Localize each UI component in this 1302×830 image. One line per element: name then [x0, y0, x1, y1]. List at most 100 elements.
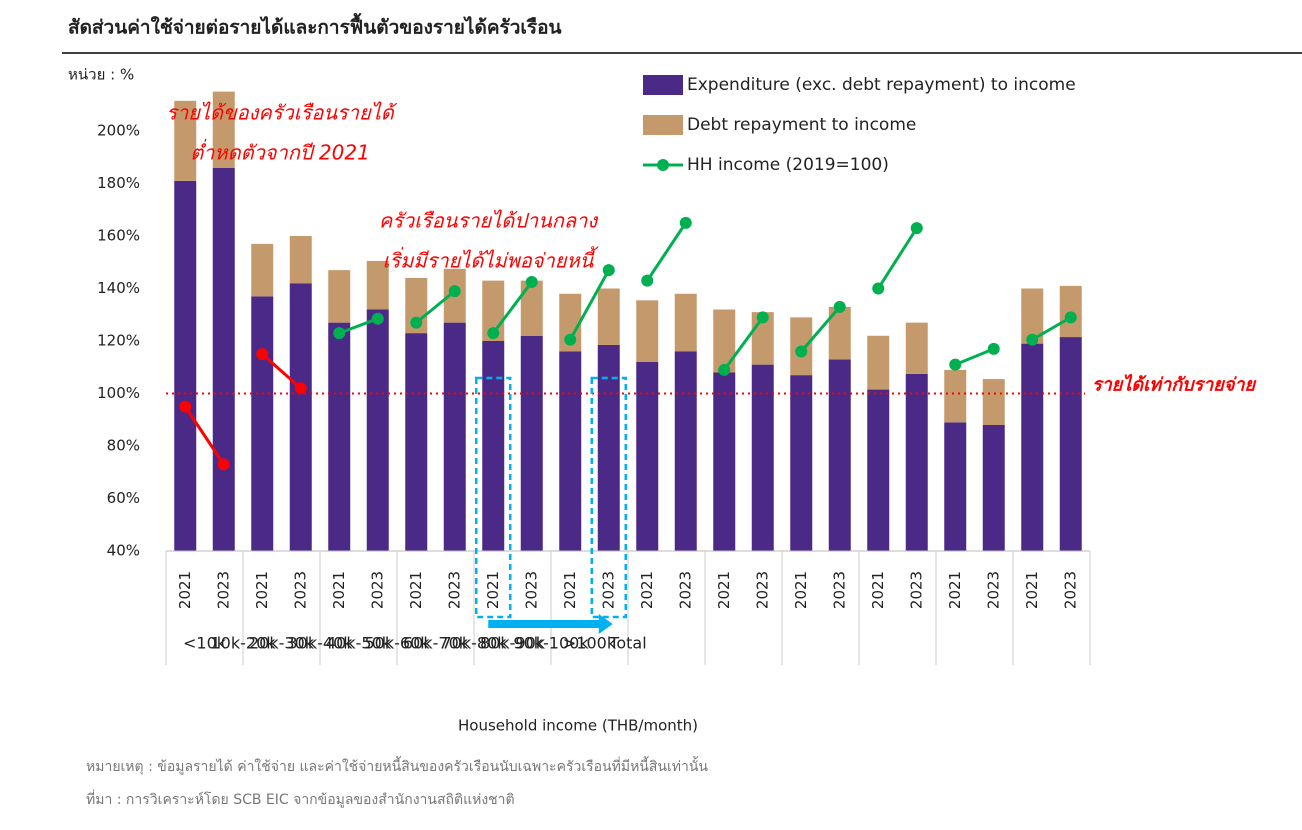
group-label: 80k-90k	[480, 634, 546, 653]
group-label: Total	[608, 634, 646, 653]
source: ที่มา : การวิเคราะห์โดย SCB EIC จากข้อมู…	[86, 790, 515, 808]
line-point	[525, 275, 538, 288]
line-point	[564, 333, 577, 346]
line-point	[833, 300, 846, 313]
line-point	[294, 382, 307, 395]
line-segment	[568, 269, 611, 341]
x-tick-label: 2023	[368, 571, 386, 609]
annotation: เริ่มมีรายได้ไม่พอจ่ายหนี้	[383, 246, 599, 273]
line-point	[718, 363, 731, 376]
line-point	[602, 264, 615, 277]
unit-label: หน่วย : %	[68, 66, 134, 84]
line-point	[949, 358, 962, 371]
bar-segment	[443, 322, 466, 551]
line-segment	[261, 353, 302, 390]
line-point	[256, 348, 269, 361]
bar-segment	[944, 422, 967, 551]
line-point	[756, 311, 769, 324]
line-segment	[876, 227, 919, 290]
line-point	[448, 285, 461, 298]
x-tick-label: 2021	[561, 571, 579, 609]
bar-segment	[905, 373, 928, 551]
bar-segment	[636, 300, 659, 362]
bar-segment	[251, 243, 274, 297]
line-segment	[184, 405, 225, 466]
bar-segment	[828, 306, 851, 360]
legend-label: Debt repayment to income	[687, 115, 916, 135]
y-tick-label: 160%	[97, 227, 140, 245]
group-label: 40k-50k	[326, 634, 392, 653]
line-point	[333, 327, 346, 340]
bar-segment	[867, 335, 890, 390]
bar-segment	[713, 309, 736, 373]
legend-label: HH income (2019=100)	[687, 155, 889, 175]
bar-segment	[674, 293, 697, 352]
x-tick-label: 2021	[792, 571, 810, 609]
y-tick-label: 140%	[97, 279, 140, 297]
group-label: 70k-80k	[441, 634, 507, 653]
x-tick-label: 2021	[869, 571, 887, 609]
bar-segment	[905, 322, 928, 374]
x-tick-label: 2021	[407, 571, 425, 609]
highlight-box	[475, 376, 512, 619]
line-segment	[723, 316, 764, 371]
x-axis-label: Household income (THB/month)	[458, 717, 698, 735]
bar-segment	[174, 180, 197, 551]
y-tick-label: 200%	[97, 122, 140, 140]
bar-segment	[790, 375, 813, 551]
bar-segment	[1021, 288, 1044, 344]
bar-segment	[597, 344, 620, 551]
annotation: ครัวเรือนรายได้ปานกลาง	[379, 209, 599, 233]
chart-title: สัดส่วนค่าใช้จ่ายต่อรายได้และการฟื้นตัวข…	[68, 13, 562, 39]
group-label: <10k	[183, 634, 227, 653]
line-point	[1064, 311, 1077, 324]
line-segment	[646, 222, 687, 282]
annotation: รายได้ของครัวเรือนรายได้	[166, 101, 398, 125]
group-label: 90k-100k	[513, 634, 589, 653]
x-tick-label: 2021	[176, 571, 194, 609]
bar-segment	[636, 362, 659, 551]
x-tick-label: 2023	[522, 571, 540, 609]
group-label: 10k-20k	[210, 634, 276, 653]
x-tick-label: 2021	[638, 571, 656, 609]
bar-segment	[482, 341, 505, 551]
x-tick-label: 2023	[1061, 571, 1079, 609]
line-segment	[954, 347, 995, 367]
x-tick-label: 2021	[484, 571, 502, 609]
bar-segment	[520, 280, 543, 336]
bar-segment	[251, 296, 274, 551]
group-label: 20k-30k	[249, 634, 315, 653]
y-tick-label: 120%	[97, 332, 140, 350]
bar-segment	[212, 91, 235, 168]
group-label: 30k-40k	[287, 634, 353, 653]
note: หมายเหตุ : ข้อมูลรายได้ ค่าใช้จ่าย และค่…	[86, 756, 708, 775]
line-point	[910, 222, 923, 235]
line-segment	[415, 289, 456, 324]
x-tick-label: 2023	[984, 571, 1002, 609]
bar-segment	[751, 364, 774, 551]
line-point	[1026, 333, 1039, 346]
reference-label: รายได้เท่ากับรายจ่าย	[1092, 374, 1256, 396]
line-point	[987, 342, 1000, 355]
line-point	[641, 274, 654, 287]
bar-segment	[289, 283, 312, 551]
bar-segment	[674, 351, 697, 551]
line-point	[371, 312, 384, 325]
x-tick-label: 2023	[214, 571, 232, 609]
highlight-box	[590, 376, 627, 619]
y-tick-label: 100%	[97, 384, 140, 402]
bar-segment	[1021, 343, 1044, 551]
line-point	[410, 316, 423, 329]
line-point	[795, 345, 808, 358]
line-point	[179, 400, 192, 413]
line-point	[217, 458, 230, 471]
bar-segment	[212, 167, 235, 551]
arrow-head	[598, 614, 613, 634]
bar-segment	[366, 260, 389, 310]
x-tick-label: 2023	[599, 571, 617, 609]
line-segment	[1031, 316, 1072, 341]
x-tick-label: 2023	[753, 571, 771, 609]
y-tick-label: 60%	[107, 489, 140, 507]
bar-segment	[828, 359, 851, 551]
